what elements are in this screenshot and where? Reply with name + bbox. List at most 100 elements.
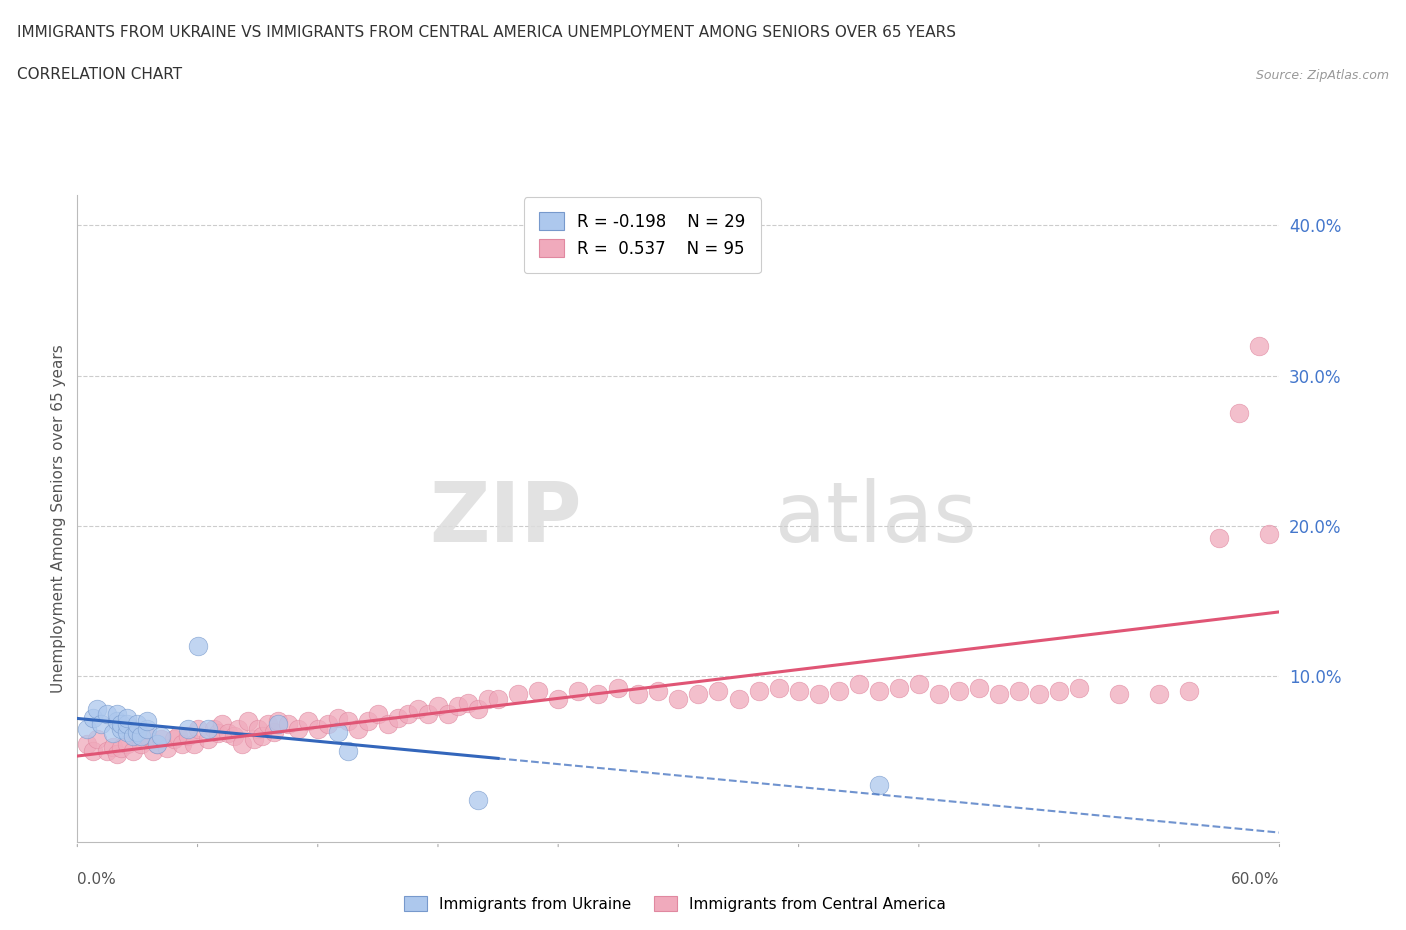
Point [107,714,129,729]
Point [508,687,530,702]
Point [127,729,149,744]
Point [86,732,108,747]
Point [103,739,125,754]
Point [607,681,630,696]
Point [647,684,669,698]
Point [117,717,139,732]
Point [186,639,209,654]
Point [486,691,509,706]
Point [90,717,112,732]
Point [357,714,380,729]
Point [246,722,269,737]
Point [336,714,359,729]
Text: IMMIGRANTS FROM UKRAINE VS IMMIGRANTS FROM CENTRAL AMERICA UNEMPLOYMENT AMONG SE: IMMIGRANTS FROM UKRAINE VS IMMIGRANTS FR… [17,25,956,40]
Y-axis label: Unemployment Among Seniors over 65 years: Unemployment Among Seniors over 65 years [51,344,66,693]
Point [122,729,145,744]
Point [150,729,173,744]
Point [326,711,349,725]
Point [250,729,273,744]
Point [868,684,890,698]
Point [256,717,278,732]
Point [146,737,169,751]
Point [231,737,253,751]
Point [76,722,98,737]
Point [211,717,233,732]
Point [406,702,429,717]
Point [131,729,153,744]
Point [377,717,399,732]
Point [226,722,249,737]
Point [848,676,870,691]
Point [197,732,219,747]
Point [447,699,470,714]
Point [1208,531,1230,546]
Point [150,732,173,747]
Point [131,737,153,751]
Point [96,744,118,759]
Point [477,691,499,706]
Point [166,729,188,744]
Point [107,747,129,762]
Point [347,722,370,737]
Text: 0.0%: 0.0% [77,871,117,886]
Point [326,724,349,739]
Point [1229,405,1251,420]
Point [170,737,193,751]
Point [887,681,910,696]
Text: Source: ZipAtlas.com: Source: ZipAtlas.com [1256,69,1389,82]
Point [117,724,139,739]
Point [1249,339,1271,353]
Point [82,711,104,725]
Point [727,691,749,706]
Point [110,722,132,737]
Point [307,722,329,737]
Point [186,722,209,737]
Point [197,722,219,737]
Point [277,717,299,732]
Point [136,729,159,744]
Point [467,792,489,807]
Point [807,687,830,702]
Point [1258,526,1281,541]
Point [110,717,132,732]
Point [396,707,419,722]
Point [336,744,359,759]
Point [668,691,690,706]
Point [467,702,489,717]
Point [748,684,770,698]
Point [127,717,149,732]
Point [207,726,229,741]
Point [387,711,409,725]
Point [242,732,264,747]
Point [202,722,225,737]
Point [547,691,569,706]
Point [527,684,550,698]
Point [457,696,479,711]
Point [127,724,149,739]
Point [287,722,309,737]
Point [217,726,239,741]
Legend: Immigrants from Ukraine, Immigrants from Central America: Immigrants from Ukraine, Immigrants from… [398,889,952,918]
Point [908,676,931,691]
Point [768,681,790,696]
Point [437,707,460,722]
Text: atlas: atlas [775,478,976,559]
Point [928,687,950,702]
Point [236,714,259,729]
Point [967,681,990,696]
Point [267,714,290,729]
Point [136,722,159,737]
Point [103,726,125,741]
Point [787,684,810,698]
Point [107,707,129,722]
Point [76,737,98,751]
Point [1028,687,1050,702]
Point [263,724,285,739]
Point [146,737,169,751]
Point [1149,687,1171,702]
Point [183,737,205,751]
Point [868,777,890,792]
Point [267,717,290,732]
Point [627,687,650,702]
Point [142,744,165,759]
